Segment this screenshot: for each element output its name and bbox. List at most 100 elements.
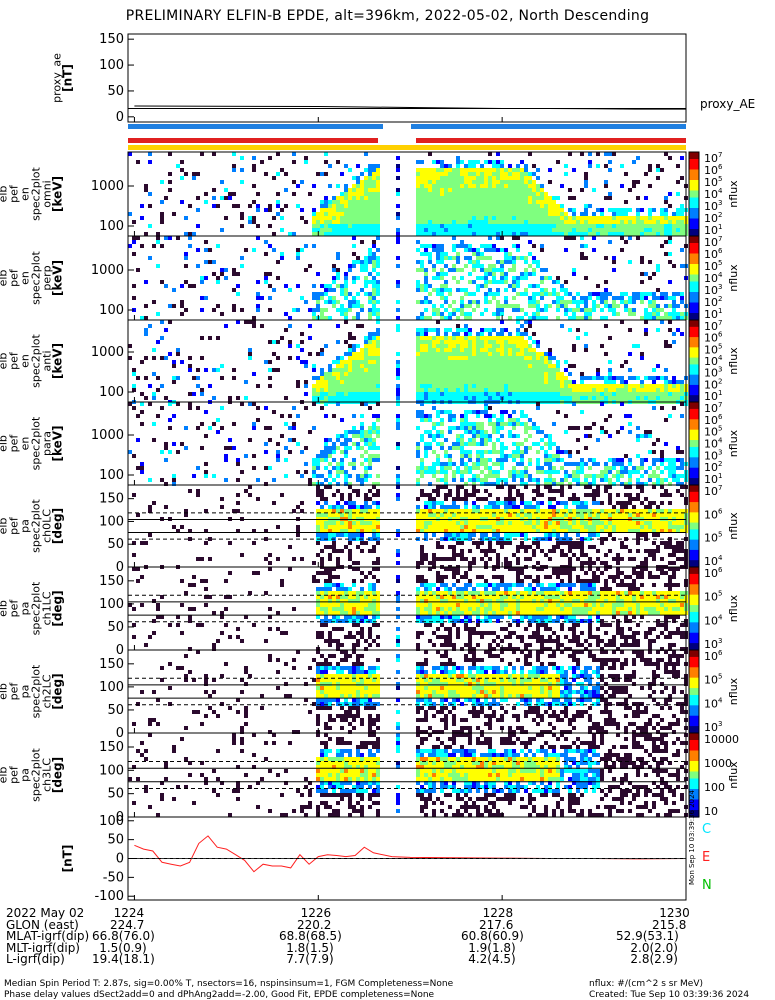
footer-row-label: MLT-igrf(dip) bbox=[6, 940, 80, 955]
footer-row-label: GLON (east) bbox=[6, 917, 79, 932]
ytick-label: 150 bbox=[99, 574, 124, 589]
colorbar-exp: 2 bbox=[718, 211, 722, 219]
ytick-label: 1000 bbox=[91, 428, 124, 443]
colorbar-tick: 10 bbox=[704, 721, 718, 734]
footer-row-label: MLAT-igrf(dip) bbox=[6, 929, 90, 943]
colorbar-label: nflux bbox=[727, 264, 740, 292]
ylabel-text: [deg] bbox=[51, 757, 65, 793]
ylabel-text: pa bbox=[19, 768, 32, 782]
ylabel-text: spec2plot bbox=[30, 416, 43, 470]
colorbar-exp: 5 bbox=[718, 590, 722, 598]
colorbar-tick: 10 bbox=[704, 402, 718, 415]
footer-row-value: 2.8(2.9) bbox=[630, 952, 678, 966]
colorbar-tick: 10 bbox=[704, 367, 718, 380]
ytick-label: 0 bbox=[116, 560, 124, 575]
colorbar-exp: 3 bbox=[718, 366, 722, 374]
ytick-label: 0 bbox=[116, 726, 124, 741]
legend-proxy-ae: proxy_AE bbox=[700, 97, 755, 111]
colorbar-label: nflux bbox=[727, 677, 740, 705]
colorbar-tick: 10 bbox=[704, 532, 718, 545]
spectrogram-pa1 bbox=[128, 567, 688, 651]
ylabel-text: pef bbox=[8, 599, 21, 618]
ylabel-text: spec2plot bbox=[30, 167, 43, 221]
legend-letter-E: E bbox=[702, 850, 710, 865]
ytick-label: 1000 bbox=[91, 179, 124, 194]
ylabel-text: [deg] bbox=[51, 508, 65, 544]
ytick-label: 100 bbox=[99, 597, 124, 612]
ytick-label: 150 bbox=[99, 492, 124, 507]
ylabel-text: pa bbox=[19, 685, 32, 699]
colorbar-exp: 3 bbox=[718, 448, 722, 456]
colorbar-tick: 10 bbox=[704, 284, 718, 297]
footer-row: 2022 May 02 1224 1226 1228 1230 bbox=[0, 906, 775, 920]
footer-row: MLAT-igrf(dip) 66.8(76.0) 68.8(68.5) 60.8(6… bbox=[0, 929, 775, 943]
colorbar-tick: 10 bbox=[704, 224, 718, 237]
footer-spin-info: Median Spin Period T: 2.87s, sig=0.00% T… bbox=[4, 979, 454, 989]
colorbar-label: nflux bbox=[727, 512, 740, 540]
ylabel-text: pef bbox=[8, 184, 21, 203]
colorbar-exp: 4 bbox=[718, 354, 723, 362]
colorbar-tick: 1000 bbox=[704, 757, 732, 770]
ylabel-text: [nT] bbox=[61, 845, 75, 873]
spectrogram-en_para bbox=[128, 402, 688, 486]
ylabel-text: en bbox=[19, 437, 32, 451]
status-bar-red-1 bbox=[128, 138, 378, 143]
footer-row-value: 4.2(4.5) bbox=[468, 952, 516, 966]
footer-row-value: 1228 bbox=[482, 906, 514, 920]
colorbar-tick: 10 bbox=[704, 449, 718, 462]
ytick-label: 0 bbox=[116, 110, 124, 125]
ytick-label: 50 bbox=[107, 833, 124, 848]
colorbar-tick: 10 bbox=[704, 567, 718, 580]
colorbar-exp: 4 bbox=[718, 437, 723, 445]
colorbar-exp: 5 bbox=[718, 531, 722, 539]
colorbar-exp: 5 bbox=[718, 673, 722, 681]
ylabel-text: perp bbox=[41, 265, 54, 290]
colorbar-exp: 4 bbox=[718, 696, 723, 704]
colorbar-exp: 6 bbox=[718, 507, 723, 515]
ylabel-text: pef bbox=[8, 351, 21, 370]
colorbar-tick: 10000 bbox=[704, 733, 739, 746]
colorbar-tick: 10 bbox=[704, 473, 718, 486]
ylabel-text: omni bbox=[41, 180, 54, 207]
colorbar-tick: 10 bbox=[704, 260, 718, 273]
ytick-label: 50 bbox=[107, 703, 124, 718]
ytick-label: 100 bbox=[99, 763, 124, 778]
status-bar-gap bbox=[383, 124, 411, 129]
ytick-label: 50 bbox=[107, 537, 124, 552]
page-title: PRELIMINARY ELFIN-B EPDE, alt=396km, 202… bbox=[125, 8, 650, 24]
colorbar-exp: 4 bbox=[718, 271, 723, 279]
colorbar-tick: 10 bbox=[704, 200, 718, 213]
footer-row-value: 19.4(18.1) bbox=[92, 952, 155, 966]
ytick-label: 50 bbox=[107, 787, 124, 802]
footer-row-value: 1230 bbox=[659, 906, 690, 920]
footer-row-value: 66.8(76.0) bbox=[92, 929, 155, 943]
footer-row-value: 1.5(0.9) bbox=[99, 940, 147, 955]
colorbar-tick: 10 bbox=[704, 650, 718, 663]
colorbar-tick: 10 bbox=[704, 188, 718, 201]
colorbar-exp: 4 bbox=[718, 187, 723, 195]
colorbar-tick: 10 bbox=[704, 638, 718, 651]
ytick-label: 100 bbox=[99, 468, 124, 483]
ylabel-text: [keV] bbox=[51, 425, 65, 461]
ylabel-text: pef bbox=[8, 434, 21, 453]
spectrogram-pa2 bbox=[132, 650, 688, 734]
colorbar-exp: 5 bbox=[718, 342, 722, 350]
colorbar-exp: 4 bbox=[718, 613, 723, 621]
spectrogram-en_anti bbox=[128, 320, 688, 404]
footer-created: Created: Tue Sep 10 03:39:36 2024 bbox=[589, 990, 750, 1000]
ylabel-text: [deg] bbox=[51, 673, 65, 709]
ylabel-text: elb bbox=[0, 600, 10, 617]
ylabel-text: elb bbox=[0, 353, 10, 370]
footer-row: MLT-igrf(dip) 1.5(0.9) 1.8(1.5) 1.9(1.8) 2.0… bbox=[0, 940, 775, 955]
colorbar-exp: 3 bbox=[718, 637, 722, 645]
footer-row-value: 1224 bbox=[113, 906, 145, 920]
colorbar-tick: 10 bbox=[704, 308, 718, 321]
colorbar-label: nflux bbox=[727, 347, 740, 375]
colorbar-tick: 10 bbox=[704, 697, 718, 710]
